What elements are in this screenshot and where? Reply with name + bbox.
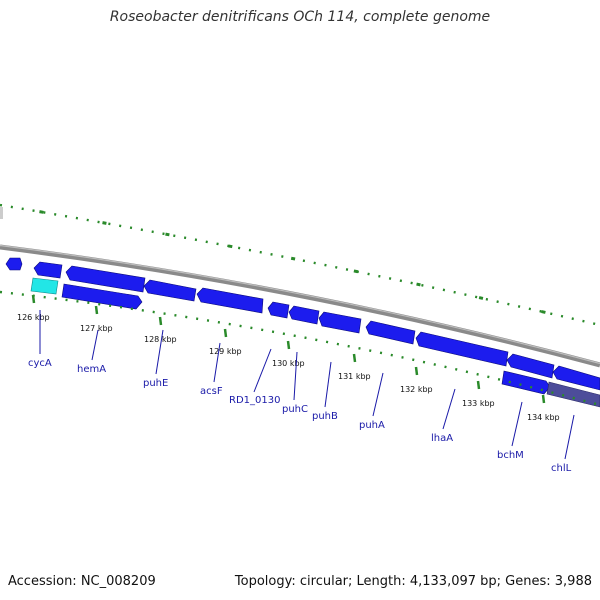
gene-arrow[interactable] (5, 257, 23, 271)
gene-arrow[interactable] (552, 365, 600, 391)
gene-arrow[interactable] (143, 279, 197, 302)
scale-tick-label: 133 kbp (462, 399, 495, 408)
gene-arrow-selected[interactable] (546, 381, 600, 408)
scale-tick-label: 127 kbp (80, 324, 113, 333)
gene-arrow[interactable] (33, 261, 63, 279)
scale-tick-mark (541, 394, 546, 404)
gene-label[interactable]: chlL (551, 463, 572, 474)
gene-label[interactable]: hemA (77, 364, 106, 375)
gene-arrow[interactable] (501, 370, 551, 395)
genome-backbone-highlight (0, 244, 600, 365)
scale-tick-mark (158, 316, 163, 326)
scale-tick-label: 132 kbp (400, 385, 433, 394)
gene-arrow[interactable] (506, 353, 555, 379)
gene-leader-line (155, 329, 164, 375)
gene-arrow[interactable] (365, 320, 416, 345)
gene-leader-line (324, 361, 332, 408)
lower-gene-track (30, 277, 600, 408)
gene-leader-line (91, 329, 99, 361)
gene-arrow[interactable] (267, 301, 290, 319)
gene-arrow[interactable] (288, 305, 320, 325)
gene-label[interactable]: lhaA (431, 433, 453, 444)
scale-tick-mark (31, 294, 36, 304)
gene-leader-line (253, 348, 272, 393)
gene-label[interactable]: puhB (312, 411, 338, 422)
scale-tick-label: 128 kbp (144, 335, 177, 344)
upper-gene-track (5, 257, 600, 391)
gene-leader-line (293, 351, 298, 401)
scale-tick-mark (94, 305, 99, 315)
gene-leader-line (372, 372, 384, 417)
gene-leader-line (564, 414, 575, 460)
gene-arrow[interactable] (61, 283, 143, 310)
scale-tick-label: 134 kbp (527, 413, 560, 422)
accession-label: Accession: NC_008209 (8, 574, 156, 589)
gene-label[interactable]: puhE (143, 378, 168, 389)
gene-label[interactable]: bchM (497, 450, 524, 461)
scale-tick-label: 131 kbp (338, 372, 371, 381)
gene-leader-line (511, 401, 523, 447)
genome-summary: Topology: circular; Length: 4,133,097 bp… (234, 574, 592, 589)
rna-feature-cyan[interactable] (30, 277, 59, 295)
outer-edge-marker (0, 207, 3, 219)
scale-tick-mark (286, 340, 291, 350)
scale-tick-mark (476, 380, 481, 390)
gene-label[interactable]: RD1_0130 (229, 395, 280, 406)
scale-tick-mark (223, 328, 228, 338)
genome-backbone (0, 244, 600, 368)
gene-arrow[interactable] (65, 265, 146, 293)
scale-tick-label: 130 kbp (272, 359, 305, 368)
gene-label[interactable]: acsF (200, 386, 223, 397)
gene-leader-line (213, 342, 221, 383)
gene-label[interactable]: cycA (28, 358, 52, 369)
scale-tick-label: 126 kbp (17, 313, 50, 322)
scale-ticks: 126 kbp 127 kbp 128 kbp 129 kbp 130 kbp 131 k… (17, 294, 560, 422)
scale-tick-mark (414, 366, 419, 376)
gene-arrow[interactable] (415, 331, 509, 367)
scale-tick-mark (352, 353, 357, 363)
gene-arrow[interactable] (196, 287, 264, 314)
gene-label[interactable]: puhA (359, 420, 385, 431)
gene-arrow[interactable] (318, 311, 362, 334)
scale-tick-label: 129 kbp (209, 347, 242, 356)
gene-leader-line (442, 388, 456, 430)
gene-label[interactable]: puhC (282, 404, 308, 415)
map-title: Roseobacter denitrificans OCh 114, compl… (109, 9, 491, 25)
